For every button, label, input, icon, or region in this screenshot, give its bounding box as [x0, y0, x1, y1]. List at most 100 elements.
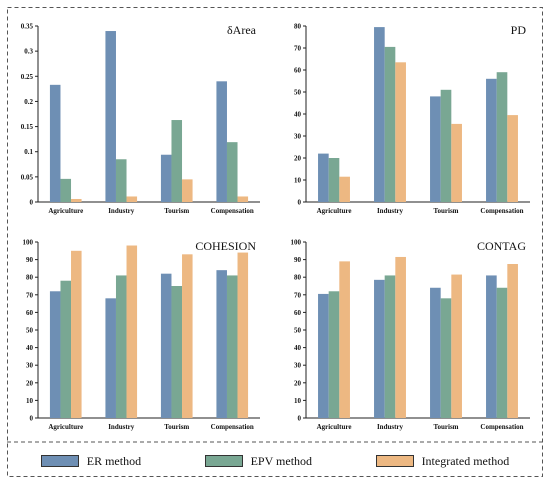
y-tick-label: 40 — [294, 344, 302, 352]
y-tick-label: 10 — [294, 397, 302, 405]
bar-epv-industry — [115, 159, 127, 202]
x-tick-label: Agriculture — [48, 207, 83, 215]
chart-panel-pd: 0 10 20 30 40 50 60 70 80 Agriculture Industry Tour… — [294, 23, 530, 215]
y-tick-label: 80 — [294, 23, 302, 31]
x-tick-label: Agriculture — [317, 207, 352, 215]
y-tick-label: 60 — [294, 67, 302, 75]
y-tick-label: 20 — [26, 379, 34, 387]
x-tick-label: Tourism — [433, 207, 458, 215]
legend-label-integrated: Integrated method — [421, 453, 510, 468]
chart-title: δArea — [227, 23, 257, 37]
bar-integrated-compensation — [507, 115, 518, 202]
figure-frame — [7, 7, 543, 477]
y-tick-label: 40 — [26, 344, 34, 352]
x-tick-label: Industry — [377, 207, 404, 215]
legend-swatch-epv — [204, 455, 243, 467]
legend-swatch-integrated — [375, 455, 414, 467]
x-tick-label: Industry — [108, 423, 135, 431]
bar-epv-industry — [384, 275, 396, 418]
bar-integrated-agriculture — [339, 176, 350, 202]
y-tick-label: 100 — [291, 239, 302, 247]
bar-integrated-tourism — [451, 123, 462, 202]
legend-item-integrated: Integrated method — [375, 453, 510, 469]
chart-panel-contag: 0 10 20 30 40 50 60 70 80 90 100 Agriculture Industr… — [291, 239, 530, 431]
y-tick-label: 50 — [294, 327, 302, 335]
legend-label-er: ER method — [86, 453, 142, 468]
y-tick-label: 50 — [26, 327, 34, 335]
x-tick-label: Industry — [108, 207, 135, 215]
y-tick-label: 0.1 — [24, 148, 33, 156]
bar-integrated-agriculture — [339, 261, 350, 418]
y-tick-label: 90 — [294, 256, 302, 264]
y-tick-label: 20 — [294, 379, 302, 387]
y-tick-label: 70 — [26, 291, 34, 299]
y-tick-label: 0.05 — [21, 173, 34, 181]
bar-epv-compensation — [226, 142, 238, 202]
y-tick-label: 60 — [26, 309, 34, 317]
bar-epv-tourism — [440, 298, 452, 418]
bar-integrated-industry — [395, 62, 406, 202]
bar-epv-agriculture — [328, 291, 340, 418]
y-tick-label: 0.35 — [21, 23, 34, 31]
y-tick-label: 0 — [298, 199, 302, 207]
bar-er-compensation — [486, 78, 497, 202]
bar-epv-industry — [384, 46, 396, 203]
y-tick-label: 10 — [294, 177, 302, 185]
bar-integrated-industry — [395, 256, 406, 418]
x-tick-label: Compensation — [211, 207, 254, 215]
bar-integrated-tourism — [182, 254, 193, 418]
y-tick-label: 0 — [298, 415, 302, 423]
bar-epv-agriculture — [60, 178, 72, 202]
bar-integrated-compensation — [507, 264, 518, 418]
bar-er-tourism — [430, 287, 441, 418]
bar-er-compensation — [216, 270, 227, 418]
y-tick-label: 80 — [26, 274, 34, 282]
x-tick-label: Tourism — [164, 423, 189, 431]
bar-integrated-tourism — [451, 274, 462, 418]
x-tick-label: Compensation — [480, 423, 523, 431]
x-tick-label: Compensation — [480, 207, 523, 215]
bar-er-agriculture — [318, 293, 329, 418]
legend-item-er: ER method — [40, 453, 142, 469]
bar-integrated-tourism — [182, 179, 193, 202]
x-tick-label: Agriculture — [317, 423, 352, 431]
y-tick-label: 0 — [30, 415, 34, 423]
x-tick-label: Tourism — [433, 423, 458, 431]
y-tick-label: 10 — [26, 397, 34, 405]
bar-epv-tourism — [171, 286, 183, 418]
bar-er-industry — [105, 298, 116, 418]
bar-epv-tourism — [171, 120, 183, 202]
y-tick-label: 50 — [294, 89, 302, 97]
bar-integrated-compensation — [237, 196, 249, 202]
legend: ER method EPV method Integrated method — [9, 446, 541, 476]
y-tick-label: 0.25 — [21, 73, 34, 81]
bar-integrated-industry — [126, 196, 138, 202]
bar-er-compensation — [216, 81, 227, 202]
y-tick-label: 20 — [294, 155, 302, 163]
bar-integrated-agriculture — [71, 198, 82, 202]
y-tick-label: 0.3 — [24, 48, 33, 56]
bar-epv-industry — [115, 275, 127, 418]
x-tick-label: Agriculture — [48, 423, 83, 431]
bar-er-tourism — [160, 154, 172, 202]
x-tick-label: Industry — [377, 423, 404, 431]
x-tick-label: Tourism — [164, 207, 189, 215]
y-tick-label: 70 — [294, 291, 302, 299]
legend-label-epv: EPV method — [250, 453, 313, 468]
y-tick-label: 30 — [294, 133, 302, 141]
bar-er-tourism — [430, 96, 441, 202]
y-tick-label: 40 — [294, 111, 302, 119]
chart-title: PD — [511, 23, 527, 37]
bar-er-agriculture — [49, 84, 61, 202]
y-tick-label: 60 — [294, 309, 302, 317]
bar-er-industry — [105, 31, 116, 203]
y-tick-label: 100 — [23, 239, 34, 247]
chart-title: COHESION — [195, 239, 256, 253]
y-tick-label: 0 — [30, 199, 34, 207]
y-tick-label: 90 — [26, 256, 34, 264]
legend-item-epv: EPV method — [204, 453, 313, 469]
x-tick-label: Compensation — [211, 423, 254, 431]
bar-epv-agriculture — [60, 280, 72, 418]
bar-integrated-agriculture — [71, 250, 82, 418]
bar-er-agriculture — [318, 153, 329, 202]
